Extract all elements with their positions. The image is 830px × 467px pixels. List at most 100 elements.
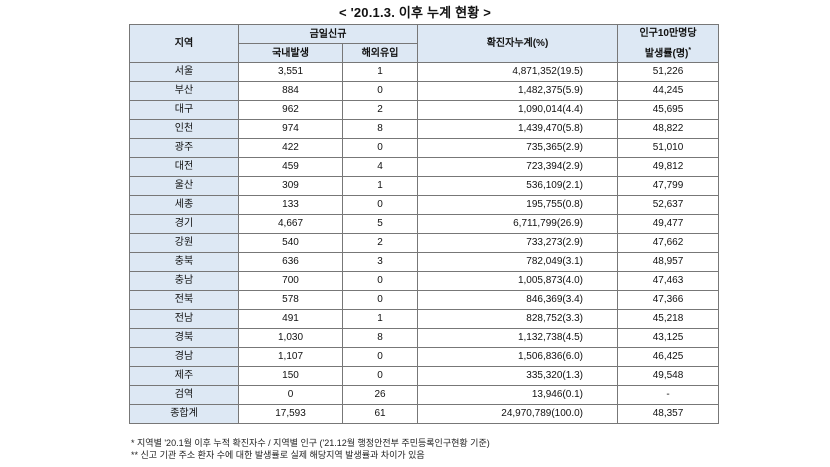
header-per100k-line2: 발생률(명) [644, 48, 689, 60]
rate-cell: 47,366 [617, 290, 719, 311]
footnote-2: ** 신고 기관 주소 환자 수에 대한 발생률로 실제 해당지역 발생률과 차… [131, 450, 425, 460]
overseas-cell: 5 [342, 214, 418, 235]
table-row: 대구 962 2 1,090,014(4.4) 45,695 [129, 100, 719, 121]
rate-cell: 45,218 [617, 309, 719, 330]
table-row: 인천 974 8 1,439,470(5.8) 48,822 [129, 119, 719, 140]
cumulative-cell: 846,369(3.4) [417, 290, 618, 311]
domestic-cell: 0 [238, 385, 343, 406]
rate-cell: 49,548 [617, 366, 719, 387]
domestic-cell: 150 [238, 366, 343, 387]
rate-cell: 51,010 [617, 138, 719, 159]
table-row: 경남 1,107 0 1,506,836(6.0) 46,425 [129, 347, 719, 368]
page-title: < '20.1.3. 이후 누계 현황 > [338, 5, 492, 20]
rate-cell: 44,245 [617, 81, 719, 102]
domestic-cell: 578 [238, 290, 343, 311]
domestic-cell: 4,667 [238, 214, 343, 235]
domestic-cell: 309 [238, 176, 343, 197]
header-today-new: 금일신규 [238, 23, 418, 45]
domestic-cell: 3,551 [238, 62, 343, 83]
status-table: 지역 금일신규 확진자누계(%) 인구10만명당 발생률(명)* 국내발생 해외… [129, 23, 719, 425]
cumulative-cell: 1,090,014(4.4) [417, 100, 618, 121]
table-row: 검역 0 26 13,946(0.1) - [129, 385, 719, 406]
header-per100k-line1: 인구10만명당 [639, 28, 697, 39]
region-cell: 검역 [129, 385, 239, 406]
domestic-cell: 1,030 [238, 328, 343, 349]
table-row: 종합계 17,593 61 24,970,789(100.0) 48,357 [129, 404, 719, 425]
overseas-cell: 0 [342, 347, 418, 368]
cumulative-cell: 335,320(1.3) [417, 366, 618, 387]
overseas-cell: 1 [342, 62, 418, 83]
table-body: 서울 3,551 1 4,871,352(19.5) 51,226 부산 884 0 1,482… [129, 62, 719, 425]
region-cell: 광주 [129, 138, 239, 159]
region-cell: 종합계 [129, 404, 239, 425]
rate-cell: 51,226 [617, 62, 719, 83]
region-cell: 제주 [129, 366, 239, 387]
header-per100k: 인구10만명당 발생률(명)* [617, 23, 719, 64]
table-row: 충북 636 3 782,049(3.1) 48,957 [129, 252, 719, 273]
rate-cell: - [617, 385, 719, 406]
table-row: 광주 422 0 735,365(2.9) 51,010 [129, 138, 719, 159]
region-cell: 부산 [129, 81, 239, 102]
cumulative-cell: 828,752(3.3) [417, 309, 618, 330]
domestic-cell: 1,107 [238, 347, 343, 368]
domestic-cell: 491 [238, 309, 343, 330]
cumulative-cell: 536,109(2.1) [417, 176, 618, 197]
table-row: 제주 150 0 335,320(1.3) 49,548 [129, 366, 719, 387]
cumulative-cell: 195,755(0.8) [417, 195, 618, 216]
overseas-cell: 0 [342, 290, 418, 311]
domestic-cell: 422 [238, 138, 343, 159]
region-cell: 강원 [129, 233, 239, 254]
domestic-cell: 459 [238, 157, 343, 178]
region-cell: 울산 [129, 176, 239, 197]
rate-cell: 47,799 [617, 176, 719, 197]
cumulative-cell: 723,394(2.9) [417, 157, 618, 178]
cumulative-cell: 1,439,470(5.8) [417, 119, 618, 140]
rate-cell: 47,463 [617, 271, 719, 292]
footnote-1: * 지역별 '20.1월 이후 누적 확진자수 / 지역별 인구 ('21.12… [131, 438, 490, 448]
table-row: 전남 491 1 828,752(3.3) 45,218 [129, 309, 719, 330]
overseas-cell: 1 [342, 309, 418, 330]
domestic-cell: 540 [238, 233, 343, 254]
cumulative-cell: 1,482,375(5.9) [417, 81, 618, 102]
cumulative-cell: 733,273(2.9) [417, 233, 618, 254]
region-cell: 서울 [129, 62, 239, 83]
overseas-cell: 0 [342, 366, 418, 387]
rate-cell: 45,695 [617, 100, 719, 121]
overseas-cell: 8 [342, 119, 418, 140]
cumulative-cell: 24,970,789(100.0) [417, 404, 618, 425]
overseas-cell: 1 [342, 176, 418, 197]
cumulative-cell: 4,871,352(19.5) [417, 62, 618, 83]
header-domestic: 국내발생 [238, 43, 343, 64]
domestic-cell: 884 [238, 81, 343, 102]
overseas-cell: 0 [342, 195, 418, 216]
overseas-cell: 0 [342, 81, 418, 102]
header-region: 지역 [129, 23, 239, 64]
rate-cell: 48,957 [617, 252, 719, 273]
table-row: 대전 459 4 723,394(2.9) 49,812 [129, 157, 719, 178]
table-row: 경기 4,667 5 6,711,799(26.9) 49,477 [129, 214, 719, 235]
overseas-cell: 8 [342, 328, 418, 349]
table-row: 전북 578 0 846,369(3.4) 47,366 [129, 290, 719, 311]
rate-cell: 52,637 [617, 195, 719, 216]
footnotes: * 지역별 '20.1월 이후 누적 확진자수 / 지역별 인구 ('21.12… [131, 437, 490, 461]
cumulative-cell: 1,506,836(6.0) [417, 347, 618, 368]
domestic-cell: 17,593 [238, 404, 343, 425]
region-cell: 충북 [129, 252, 239, 273]
rate-cell: 47,662 [617, 233, 719, 254]
overseas-cell: 2 [342, 233, 418, 254]
region-cell: 경기 [129, 214, 239, 235]
header-overseas: 해외유입 [342, 43, 418, 64]
rate-cell: 49,477 [617, 214, 719, 235]
table-row: 강원 540 2 733,273(2.9) 47,662 [129, 233, 719, 254]
rate-cell: 46,425 [617, 347, 719, 368]
cumulative-cell: 1,132,738(4.5) [417, 328, 618, 349]
cumulative-cell: 13,946(0.1) [417, 385, 618, 406]
table-row: 충남 700 0 1,005,873(4.0) 47,463 [129, 271, 719, 292]
region-cell: 대전 [129, 157, 239, 178]
table-row: 경북 1,030 8 1,132,738(4.5) 43,125 [129, 328, 719, 349]
cumulative-cell: 1,005,873(4.0) [417, 271, 618, 292]
rate-cell: 48,357 [617, 404, 719, 425]
table-row: 세종 133 0 195,755(0.8) 52,637 [129, 195, 719, 216]
region-cell: 전남 [129, 309, 239, 330]
overseas-cell: 61 [342, 404, 418, 425]
